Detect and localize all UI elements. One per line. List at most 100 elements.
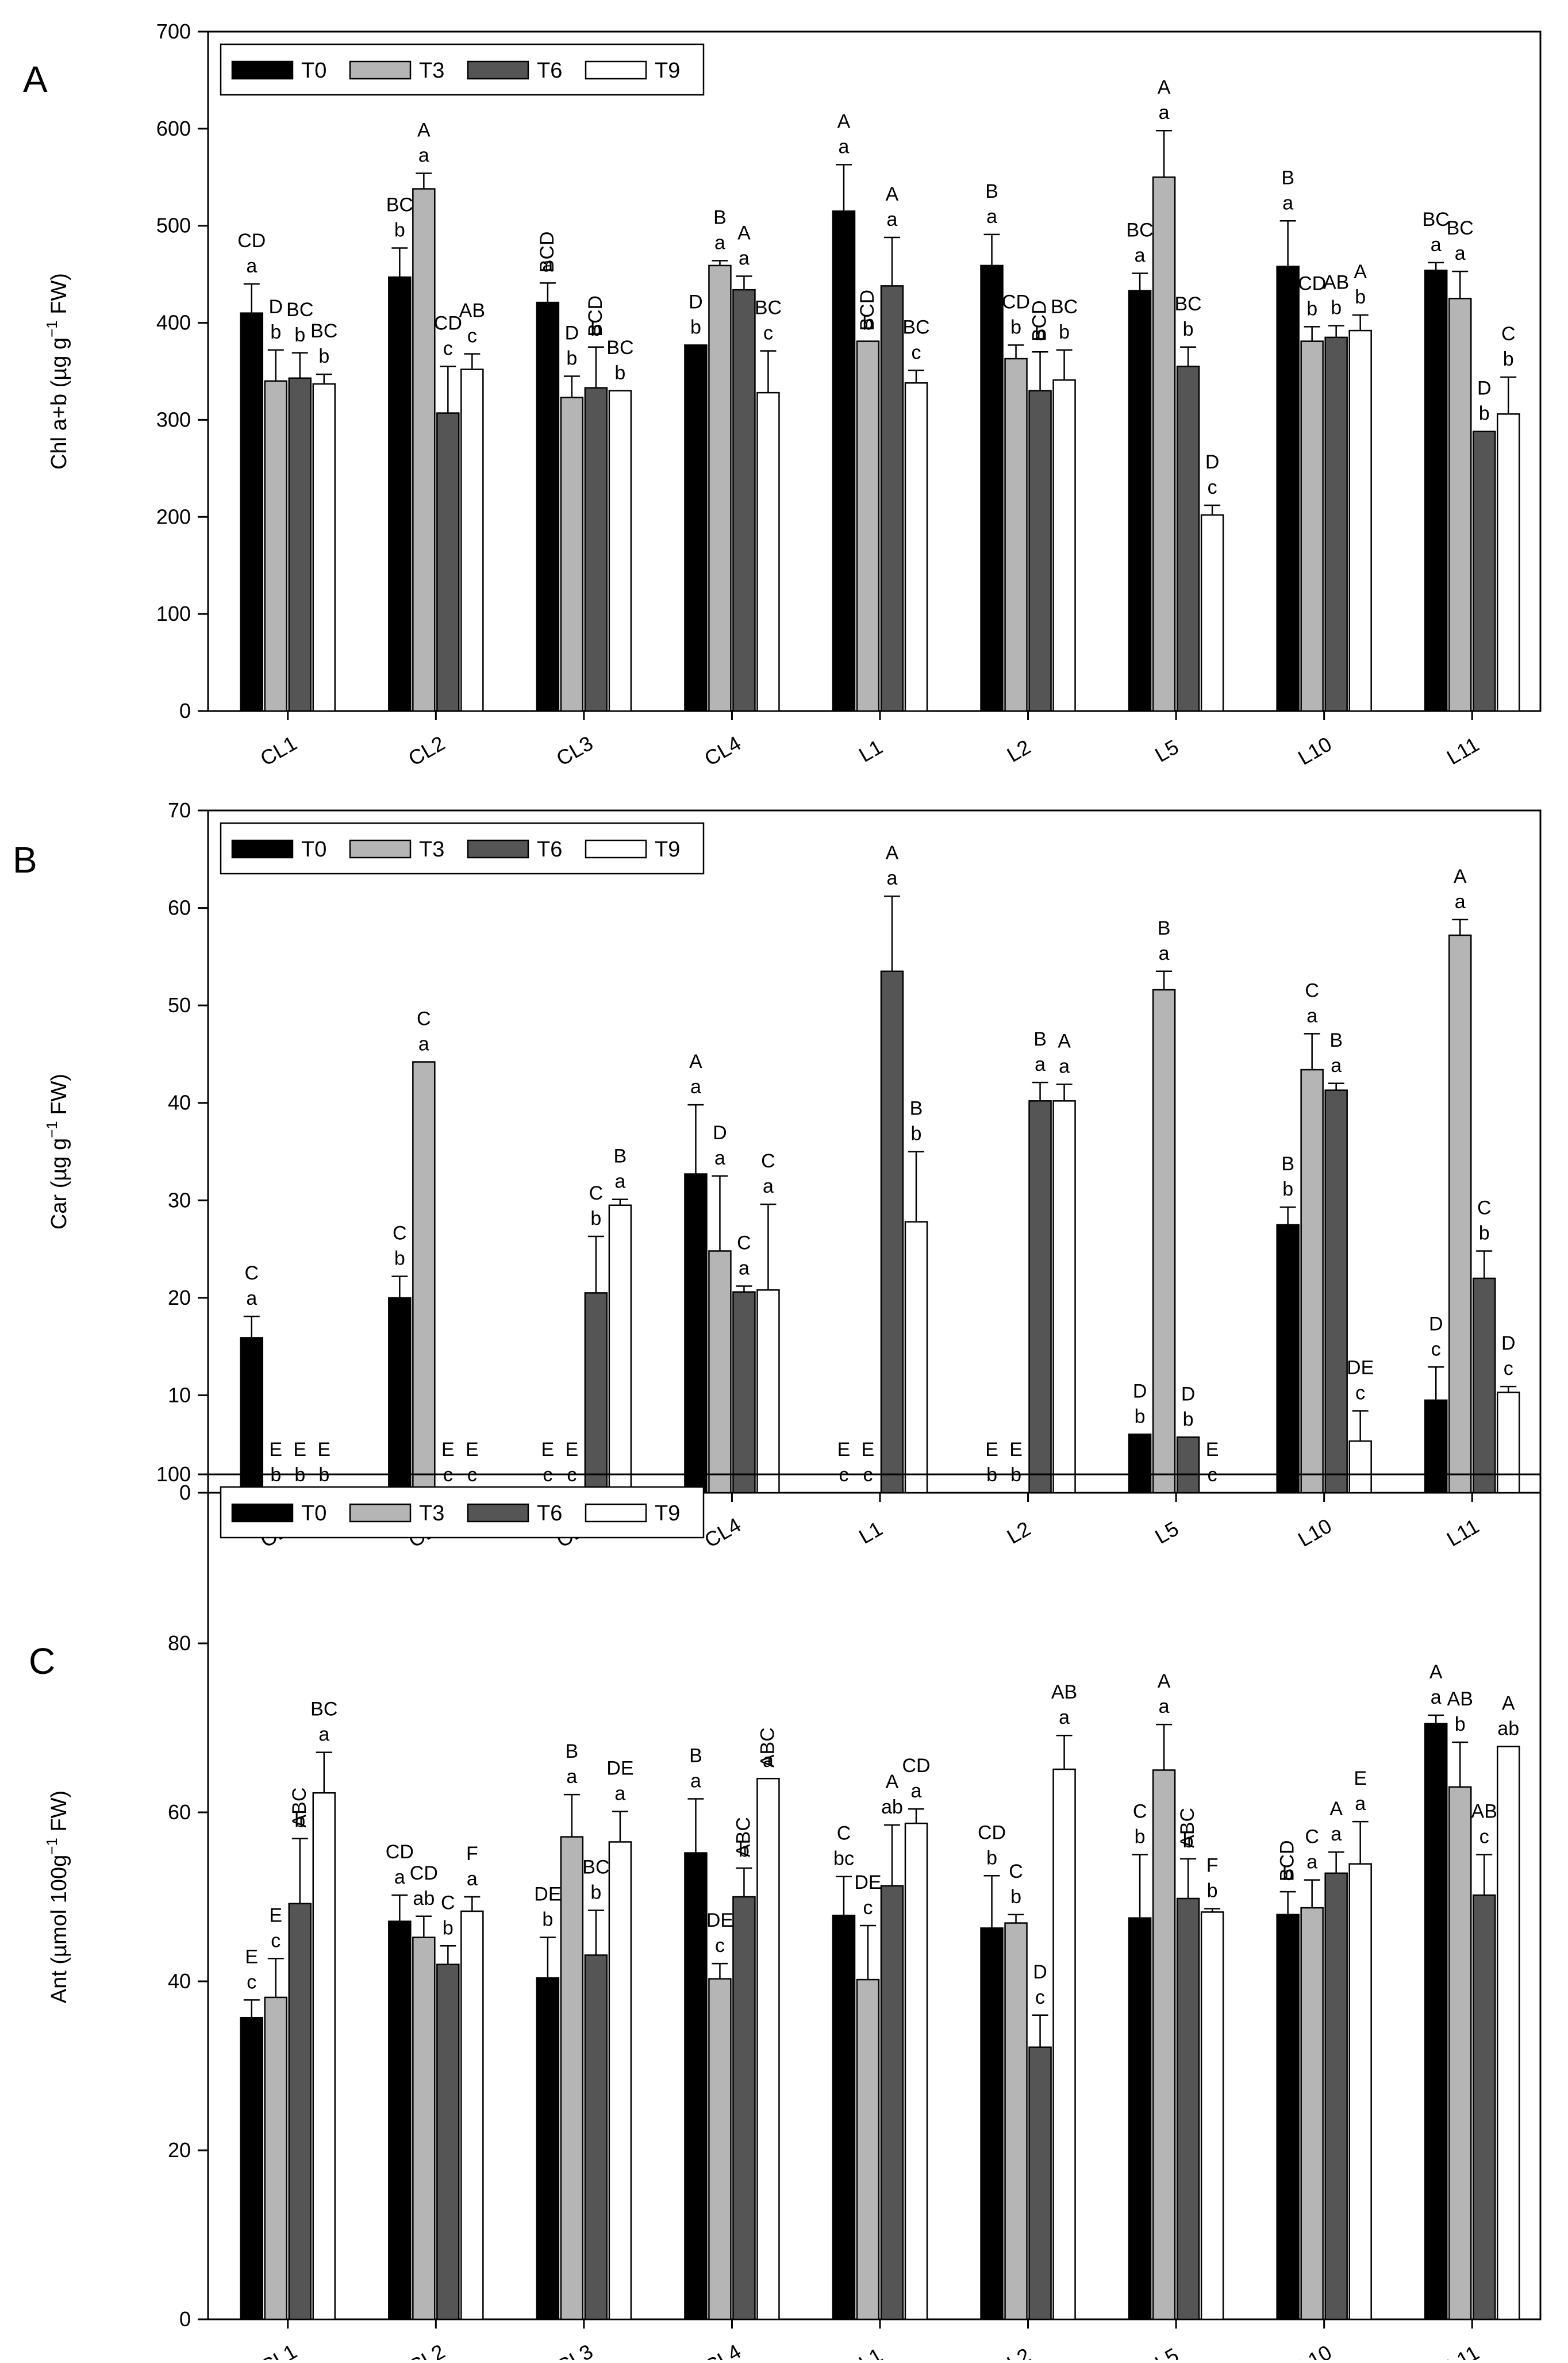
legend-label: T9: [655, 837, 680, 862]
significance-lower: b: [1479, 403, 1490, 425]
bar-T3: [708, 1978, 732, 2320]
y-tick-label: 700: [156, 20, 191, 43]
legend-label: T6: [537, 1501, 562, 1526]
significance-lower: b: [1010, 1886, 1021, 1908]
significance-lower: a: [418, 145, 429, 167]
category-label: CL1: [256, 731, 301, 771]
bar-T3: [1152, 989, 1176, 1494]
legend-swatch-T6: [467, 60, 529, 80]
plot-frame: [207, 809, 1542, 1494]
panel-label: C: [29, 1640, 55, 1682]
bar-T9: [460, 368, 484, 712]
category-label: L5: [1151, 1516, 1182, 1549]
significance-lower: c: [1355, 1382, 1365, 1404]
bar-T3: [560, 1836, 584, 2320]
y-tick-label: 100: [156, 1462, 191, 1486]
bar-T3: [264, 1996, 288, 2320]
bar-T9: [1348, 1863, 1372, 2320]
significance-lower: b: [542, 1909, 553, 1931]
significance-upper: E: [1354, 1768, 1367, 1789]
significance-upper: A: [1454, 866, 1467, 887]
significance-lower: b: [690, 316, 701, 338]
category-label: L10: [1294, 732, 1336, 770]
significance-lower: a: [911, 1780, 922, 1802]
significance-lower: b: [318, 345, 329, 367]
significance-upper: D: [1477, 378, 1492, 399]
bar-T9: [608, 390, 632, 712]
significance-lower: a: [763, 1750, 774, 1772]
significance-upper: A: [1158, 1670, 1171, 1692]
bar-T9: [1496, 413, 1520, 712]
category-label: L2: [1003, 735, 1035, 767]
y-tick-label: 80: [168, 1631, 191, 1655]
significance-lower: c: [467, 325, 477, 347]
significance-lower: b: [739, 1839, 750, 1861]
significance-lower: c: [1431, 1338, 1441, 1360]
y-tick-label: 0: [179, 2307, 191, 2331]
significance-lower: a: [887, 867, 898, 889]
significance-upper: BCD: [1029, 300, 1051, 341]
significance-lower: b: [1207, 1880, 1218, 1902]
significance-upper: A: [1354, 261, 1367, 283]
significance-upper: B: [1158, 917, 1171, 939]
bar-T9: [608, 1841, 632, 2320]
significance-lower: b: [270, 321, 281, 343]
significance-upper: A: [1429, 1661, 1443, 1683]
bar-T0: [240, 2016, 264, 2320]
legend-label: T0: [301, 837, 326, 862]
significance-upper: A: [886, 842, 899, 864]
y-tick-label: 20: [168, 1286, 191, 1309]
bar-T3: [1448, 298, 1472, 712]
y-tick-label: 10: [168, 1383, 191, 1407]
significance-upper: C: [1477, 1197, 1492, 1219]
bar-T3: [1300, 340, 1324, 712]
significance-upper: BCD: [1277, 1840, 1298, 1881]
bar-T3: [1004, 358, 1028, 712]
y-tick-label: 30: [168, 1188, 191, 1212]
bar-T9: [756, 1289, 780, 1494]
bar-T6: [880, 1885, 904, 2320]
significance-upper: BCD: [536, 231, 558, 272]
legend-swatch-T9: [585, 839, 647, 859]
significance-upper: C: [1133, 1801, 1147, 1823]
significance-lower: b: [1355, 286, 1366, 308]
significance-upper: E: [317, 1439, 330, 1461]
bar-T3: [1448, 934, 1472, 1494]
bar-T0: [980, 1927, 1004, 2320]
significance-lower: b: [590, 318, 601, 340]
significance-upper: C: [441, 1892, 455, 1914]
significance-upper: E: [293, 1439, 306, 1461]
significance-upper: E: [441, 1439, 455, 1461]
bar-T6: [288, 377, 312, 712]
y-tick-label: 400: [156, 311, 191, 335]
bar-T6: [1176, 1897, 1200, 2320]
category-label: L1: [855, 2343, 886, 2360]
significance-upper: E: [985, 1439, 998, 1461]
significance-upper: A: [1502, 1692, 1515, 1714]
significance-lower: b: [1010, 316, 1021, 338]
bar-T0: [388, 1920, 412, 2320]
bar-T9: [1348, 1440, 1372, 1494]
significance-lower: c: [763, 322, 773, 344]
significance-upper: D: [1429, 1313, 1443, 1335]
significance-upper: BCD: [856, 290, 878, 331]
significance-upper: E: [837, 1439, 851, 1461]
significance-upper: BC: [902, 316, 929, 338]
significance-upper: BC: [310, 1699, 337, 1720]
bar-T3: [708, 1250, 732, 1494]
significance-upper: CD: [386, 1841, 414, 1863]
bar-T0: [1128, 1917, 1152, 2320]
bar-T0: [240, 1337, 264, 1494]
significance-upper: BC: [1423, 209, 1450, 230]
bar-T0: [1424, 270, 1448, 712]
significance-upper: CD: [902, 1755, 930, 1777]
legend-swatch-T6: [467, 839, 529, 859]
significance-lower: a: [1331, 1823, 1342, 1845]
significance-upper: E: [1009, 1439, 1023, 1461]
bar-T9: [1348, 329, 1372, 712]
legend-label: T6: [537, 59, 562, 83]
significance-lower: a: [1306, 1851, 1317, 1873]
bar-T3: [1004, 1922, 1028, 2320]
significance-lower: b: [986, 1847, 997, 1869]
